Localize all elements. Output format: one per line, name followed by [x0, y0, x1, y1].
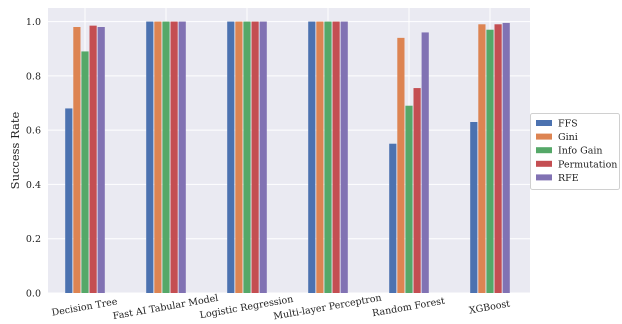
x-tick-label: Decision Tree	[51, 296, 119, 318]
y-tick-label: 0.2	[26, 234, 41, 245]
y-tick-label: 1.0	[26, 17, 41, 28]
bar-ffs	[146, 21, 154, 293]
bar-info-gain	[162, 21, 170, 293]
legend-label: FFS	[558, 119, 578, 130]
bar-gini	[73, 27, 81, 293]
legend-swatch	[536, 133, 552, 140]
bar-gini	[154, 21, 162, 293]
y-tick-label: 0.6	[26, 126, 41, 137]
legend-label: Gini	[558, 132, 578, 143]
bar-info-gain	[243, 21, 251, 293]
bar-gini	[235, 21, 243, 293]
bar-ffs	[308, 21, 316, 293]
y-axis-label: Success Rate	[8, 111, 22, 189]
y-tick-label: 0.0	[26, 289, 41, 300]
bar-permutation	[170, 21, 178, 293]
legend-label: Info Gain	[558, 146, 603, 157]
legend-swatch	[536, 120, 552, 126]
bar-permutation	[413, 88, 421, 293]
y-tick-labels: 0.0 0.2 0.4 0.6 0.8 1.0	[26, 17, 41, 299]
y-tick-label: 0.8	[26, 71, 41, 82]
bar-info-gain	[81, 51, 89, 293]
y-tick-label: 0.4	[26, 180, 41, 191]
bar-rfe	[97, 27, 105, 293]
legend-swatch	[536, 160, 552, 167]
legend-label: RFE	[558, 173, 579, 184]
x-tick-label: Random Forest	[371, 296, 446, 320]
bar-rfe	[340, 21, 348, 293]
bar-permutation	[251, 21, 259, 293]
bar-info-gain	[324, 21, 332, 293]
bar-info-gain	[405, 105, 413, 293]
bar-rfe	[421, 32, 429, 294]
legend: FFS Gini Info Gain Permutation RFE	[530, 113, 620, 190]
bar-ffs	[65, 108, 73, 293]
plot-area	[48, 8, 530, 293]
bar-permutation	[494, 24, 502, 294]
bar-rfe	[259, 21, 267, 293]
bar-rfe	[178, 21, 186, 293]
legend-swatch	[536, 147, 552, 154]
bar-ffs	[470, 122, 478, 293]
bar-rfe	[502, 22, 510, 294]
legend-swatch	[536, 174, 552, 181]
bar-gini	[478, 24, 486, 294]
legend-box	[530, 113, 620, 190]
bar-info-gain	[486, 29, 494, 293]
bar-gini	[397, 37, 405, 293]
bars	[65, 21, 510, 294]
bar-permutation	[332, 21, 340, 293]
x-tick-label: XGBoost	[468, 298, 511, 316]
bar-ffs	[389, 143, 397, 293]
bar-gini	[316, 21, 324, 293]
bar-permutation	[89, 25, 97, 294]
legend-label: Permutation	[558, 159, 617, 170]
bar-ffs	[227, 21, 235, 293]
